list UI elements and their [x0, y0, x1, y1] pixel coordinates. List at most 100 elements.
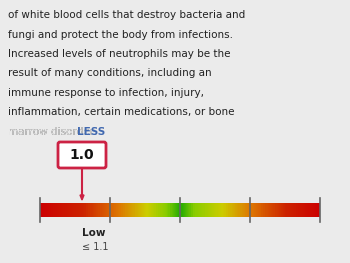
Bar — [112, 203, 113, 217]
Bar — [306, 203, 307, 217]
Bar — [40, 203, 41, 217]
Bar — [77, 203, 78, 217]
Bar — [94, 203, 95, 217]
Bar — [277, 203, 278, 217]
Bar — [119, 203, 120, 217]
Bar — [108, 203, 109, 217]
Bar — [183, 203, 184, 217]
Bar — [100, 203, 101, 217]
Bar — [136, 203, 137, 217]
Bar — [91, 203, 92, 217]
Bar — [251, 203, 252, 217]
Bar — [190, 203, 191, 217]
Bar — [209, 203, 210, 217]
Bar — [104, 203, 105, 217]
Bar — [111, 203, 112, 217]
Bar — [300, 203, 301, 217]
Bar — [201, 203, 202, 217]
Text: inflammation, certain medications, or bone: inflammation, certain medications, or bo… — [8, 108, 235, 118]
Bar — [236, 203, 237, 217]
Bar — [232, 203, 233, 217]
Bar — [319, 203, 320, 217]
Bar — [208, 203, 209, 217]
Bar — [233, 203, 234, 217]
Bar — [144, 203, 145, 217]
Bar — [194, 203, 195, 217]
Bar — [231, 203, 232, 217]
Bar — [114, 203, 115, 217]
Bar — [185, 203, 186, 217]
Bar — [45, 203, 46, 217]
Bar — [82, 203, 83, 217]
Bar — [67, 203, 68, 217]
Bar — [124, 203, 125, 217]
Bar — [88, 203, 89, 217]
Text: ≤ 1.1: ≤ 1.1 — [82, 242, 108, 252]
Bar — [62, 203, 63, 217]
Bar — [238, 203, 239, 217]
Bar — [181, 203, 182, 217]
Bar — [131, 203, 132, 217]
Bar — [217, 203, 218, 217]
Bar — [165, 203, 166, 217]
Bar — [239, 203, 240, 217]
Bar — [204, 203, 205, 217]
Bar — [55, 203, 56, 217]
Bar — [202, 203, 203, 217]
Bar — [126, 203, 127, 217]
Bar — [85, 203, 86, 217]
Bar — [66, 203, 67, 217]
Bar — [94, 203, 95, 217]
Bar — [123, 203, 124, 217]
Bar — [44, 203, 45, 217]
Bar — [266, 203, 267, 217]
Bar — [294, 203, 295, 217]
Bar — [160, 203, 161, 217]
Bar — [56, 203, 57, 217]
Bar — [244, 203, 245, 217]
Bar — [159, 203, 160, 217]
Bar — [237, 203, 238, 217]
Bar — [158, 203, 159, 217]
Bar — [182, 203, 183, 217]
Bar — [259, 203, 260, 217]
Bar — [161, 203, 162, 217]
Bar — [155, 203, 156, 217]
Bar — [86, 203, 87, 217]
Bar — [133, 203, 134, 217]
Bar — [234, 203, 235, 217]
Bar — [117, 203, 118, 217]
Bar — [142, 203, 143, 217]
Bar — [256, 203, 257, 217]
Bar — [247, 203, 248, 217]
FancyBboxPatch shape — [58, 142, 106, 168]
Bar — [263, 203, 264, 217]
Bar — [287, 203, 288, 217]
Bar — [278, 203, 279, 217]
Bar — [198, 203, 199, 217]
Bar — [270, 203, 271, 217]
Bar — [241, 203, 242, 217]
Bar — [295, 203, 296, 217]
Bar — [156, 203, 157, 217]
Bar — [92, 203, 93, 217]
Bar — [291, 203, 292, 217]
Bar — [210, 203, 211, 217]
Bar — [95, 203, 96, 217]
Bar — [125, 203, 126, 217]
Bar — [222, 203, 223, 217]
Bar — [260, 203, 261, 217]
Bar — [63, 203, 64, 217]
Bar — [242, 203, 243, 217]
Bar — [178, 203, 179, 217]
Bar — [118, 203, 119, 217]
Bar — [59, 203, 60, 217]
Bar — [257, 203, 258, 217]
Bar — [240, 203, 241, 217]
Bar — [103, 203, 104, 217]
Bar — [283, 203, 284, 217]
Bar — [305, 203, 306, 217]
Bar — [311, 203, 312, 217]
Bar — [218, 203, 219, 217]
Bar — [145, 203, 146, 217]
